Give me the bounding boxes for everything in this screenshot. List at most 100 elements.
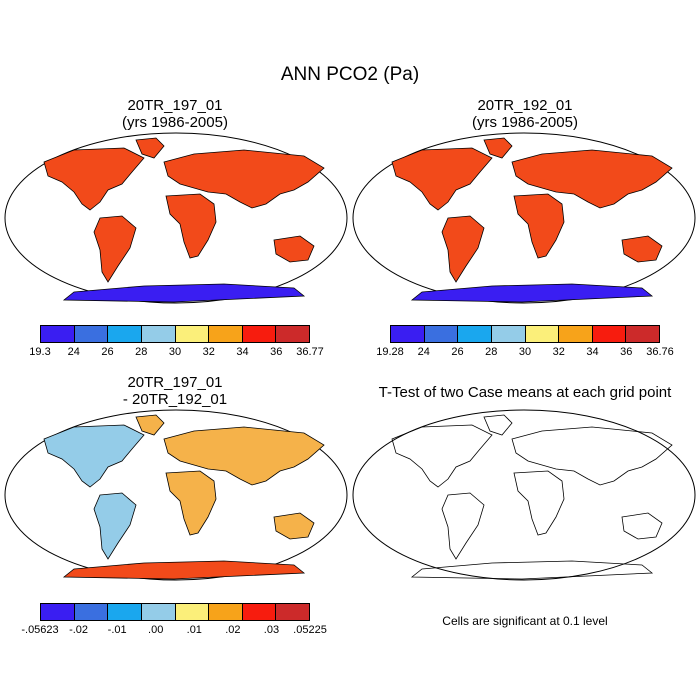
panel1-title-line2: (yrs 1986-2005) — [122, 114, 228, 131]
colorbar-tick-label: .00 — [148, 624, 164, 636]
colorbar-swatch — [626, 326, 659, 342]
panel3-colorbar-labels: -.05623 -.02 -.01 .00 .01 .02 .03 .05225 — [21, 624, 326, 638]
colorbar-tick-label: .03 — [263, 624, 280, 636]
continent-greenland — [483, 137, 513, 159]
colorbar-tick-label: 36.77 — [296, 346, 324, 358]
panel1-map — [4, 132, 348, 304]
panel1-land — [43, 137, 325, 303]
colorbar-tick-label: 30 — [168, 346, 182, 358]
continent-north-america — [391, 147, 493, 211]
colorbar-swatch — [525, 326, 560, 342]
continent-europe-asia — [511, 426, 673, 486]
panel3-land — [43, 414, 325, 580]
colorbar-swatch — [175, 326, 210, 342]
panel4-title: T-Test of two Case means at each grid po… — [378, 384, 672, 401]
colorbar-tick-label: 26 — [101, 346, 114, 358]
continent-north-america — [43, 147, 145, 211]
continent-europe-asia — [511, 149, 673, 209]
continent-north-america — [391, 424, 493, 488]
colorbar-tick-label: 19.3 — [29, 346, 51, 358]
continent-greenland — [483, 414, 513, 436]
colorbar-swatch — [559, 326, 593, 342]
colorbar-tick-label: 36.76 — [646, 346, 674, 358]
continent-antarctica — [410, 283, 654, 303]
colorbar-swatch — [491, 326, 526, 342]
panel2-title-line1: 20TR_192_01 — [477, 97, 573, 114]
continent-africa — [165, 470, 217, 536]
continent-south-america — [93, 492, 137, 560]
continent-greenland — [135, 137, 165, 159]
colorbar-swatch — [209, 326, 243, 342]
panel2-colorbar — [390, 325, 660, 343]
panel4-land — [391, 414, 673, 580]
colorbar-tick-label: .02 — [225, 624, 241, 636]
colorbar-tick-label: 34 — [236, 346, 249, 358]
colorbar-tick-label: .01 — [186, 624, 202, 636]
colorbar-tick-label: 32 — [202, 346, 215, 358]
colorbar-swatch — [242, 326, 277, 342]
colorbar-tick-label: 28 — [485, 346, 498, 358]
colorbar-swatch — [108, 326, 142, 342]
colorbar-swatch — [141, 326, 176, 342]
colorbar-tick-label: -.01 — [107, 624, 127, 636]
colorbar-swatch — [175, 604, 210, 620]
continent-greenland — [135, 414, 165, 436]
continent-europe-asia — [163, 149, 325, 209]
continent-africa — [513, 470, 565, 536]
colorbar-tick-label: 36 — [620, 346, 633, 358]
main-title: ANN PCO2 (Pa) — [280, 64, 420, 85]
colorbar-tick-label: -.02 — [69, 624, 89, 636]
panel2-colorbar-labels: 19.28 24 26 28 30 32 34 36 36.76 — [376, 346, 674, 360]
panel4-map — [352, 409, 696, 581]
panel1-title-line1: 20TR_197_01 — [127, 97, 223, 114]
continent-australia — [621, 235, 663, 263]
colorbar-tick-label: 26 — [451, 346, 464, 358]
continent-north-america — [43, 424, 145, 488]
continent-south-america — [441, 215, 485, 283]
continent-africa — [165, 193, 217, 259]
colorbar-swatch — [74, 326, 109, 342]
colorbar-swatch — [141, 604, 176, 620]
colorbar-tick-label: 34 — [586, 346, 599, 358]
colorbar-swatch — [276, 604, 309, 620]
panel3-title-line1: 20TR_197_01 — [127, 374, 223, 391]
continent-antarctica — [62, 283, 306, 303]
colorbar-tick-label: 24 — [67, 346, 80, 358]
colorbar-tick-label: 24 — [417, 346, 430, 358]
colorbar-swatch — [458, 326, 492, 342]
colorbar-swatch — [209, 604, 243, 620]
continent-europe-asia — [163, 426, 325, 486]
panel1-title: 20TR_197_01 (yrs 1986-2005) — [0, 97, 350, 131]
colorbar-swatch — [391, 326, 425, 342]
colorbar-swatch — [242, 604, 277, 620]
colorbar-tick-label: -.05623 — [21, 624, 59, 636]
continent-australia — [621, 512, 663, 540]
continent-australia — [273, 235, 315, 263]
colorbar-tick-label: 28 — [135, 346, 148, 358]
colorbar-swatch — [41, 326, 75, 342]
panel1-colorbar — [40, 325, 310, 343]
continent-australia — [273, 512, 315, 540]
colorbar-tick-label: 30 — [518, 346, 532, 358]
continent-antarctica — [410, 560, 654, 580]
colorbar-swatch — [424, 326, 459, 342]
continent-africa — [513, 193, 565, 259]
colorbar-tick-label: 36 — [270, 346, 283, 358]
panel3-title: 20TR_197_01 - 20TR_192_01 — [0, 374, 350, 408]
colorbar-swatch — [74, 604, 109, 620]
panel2-title: 20TR_192_01 (yrs 1986-2005) — [350, 97, 700, 131]
panel2-land — [391, 137, 673, 303]
continent-south-america — [441, 492, 485, 560]
colorbar-tick-label: .05225 — [293, 624, 327, 636]
colorbar-tick-label: 19.28 — [376, 346, 404, 358]
colorbar-swatch — [276, 326, 309, 342]
panel3-colorbar — [40, 603, 310, 621]
panel3-map — [4, 409, 348, 581]
continent-antarctica — [62, 560, 306, 580]
continent-south-america — [93, 215, 137, 283]
colorbar-swatch — [41, 604, 75, 620]
panel2-title-line2: (yrs 1986-2005) — [472, 114, 578, 131]
colorbar-tick-label: 32 — [552, 346, 565, 358]
colorbar-swatch — [592, 326, 627, 342]
panel1-colorbar-labels: 19.3 24 26 28 30 32 34 36 36.77 — [29, 346, 323, 360]
